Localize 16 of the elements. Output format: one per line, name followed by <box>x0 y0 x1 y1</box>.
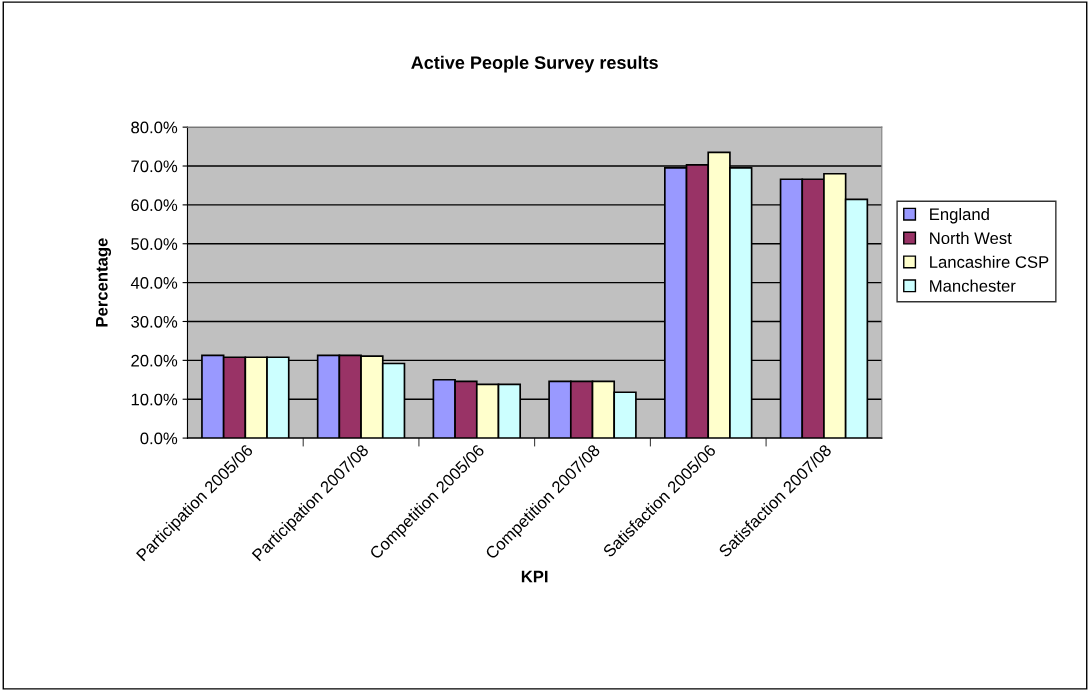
y-axis-title: Percentage <box>96 238 112 327</box>
legend-label: Manchester <box>930 279 1016 292</box>
y-tick-label: 40.0% <box>130 277 178 289</box>
y-tick-label: 50.0% <box>131 238 178 250</box>
y-tick-label: 0.0% <box>140 432 178 445</box>
y-tick-label: 10.0% <box>131 393 178 406</box>
x-axis-title: KPI <box>521 570 548 583</box>
chart-title: Active People Survey results <box>411 55 658 73</box>
y-tick-label: 30.0% <box>131 315 178 328</box>
y-tick-label: 60.0% <box>131 199 178 212</box>
y-tick-label: 80.0% <box>131 121 178 134</box>
legend-label: Lancashire CSP <box>930 255 1049 268</box>
legend-label: England <box>930 207 989 224</box>
legend-label: North West <box>930 231 1012 245</box>
y-tick-label: 70.0% <box>131 160 178 173</box>
y-tick-label: 20.0% <box>131 354 178 367</box>
